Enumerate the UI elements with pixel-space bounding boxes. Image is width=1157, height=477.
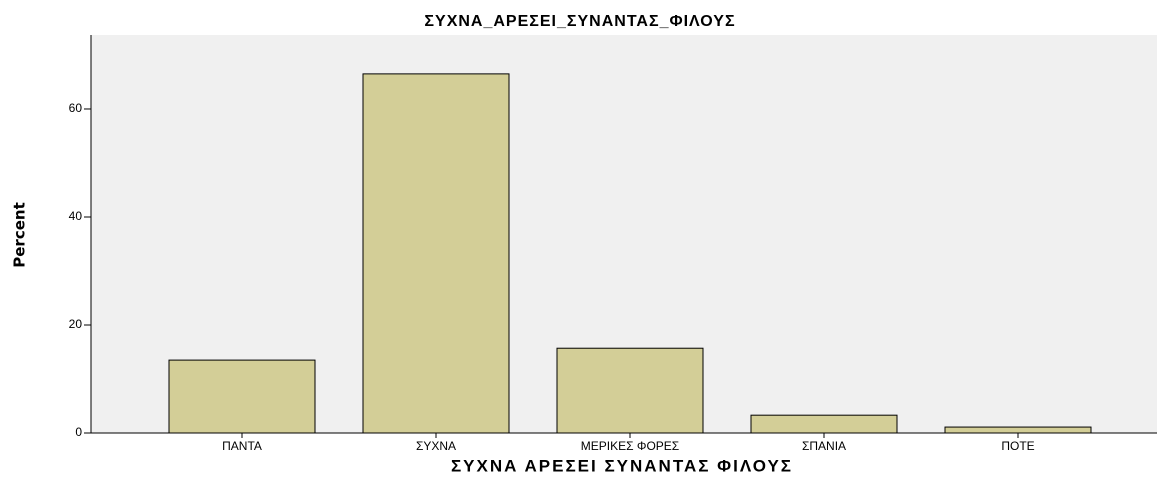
bar bbox=[556, 347, 704, 434]
x-tick-label: ΣΠΑΝΙΑ bbox=[802, 439, 846, 453]
bar bbox=[362, 73, 510, 434]
x-axis-label: ΣΥΧΝΑ ΑΡΕΣΕΙ ΣΥΝΑΝΤΑΣ ΦΙΛΟΥΣ bbox=[451, 456, 793, 475]
x-tick-label: ΠΟΤΕ bbox=[1001, 439, 1034, 453]
y-tick-label: 40 bbox=[69, 209, 83, 223]
bar bbox=[168, 359, 316, 434]
y-tick-label: 60 bbox=[69, 101, 83, 115]
y-tick-label: 0 bbox=[75, 425, 82, 439]
bar bbox=[750, 414, 898, 434]
x-tick-label: ΜΕΡΙΚΕΣ ΦΟΡΕΣ bbox=[581, 439, 679, 453]
y-axis-label: Percent bbox=[11, 202, 29, 267]
y-tick-label: 20 bbox=[69, 317, 83, 331]
x-tick-label: ΠΑΝΤΑ bbox=[222, 439, 262, 453]
chart-title: ΣΥΧΝΑ_ΑΡΕΣΕΙ_ΣΥΝΑΝΤΑΣ_ΦΙΛΟΥΣ bbox=[424, 13, 735, 30]
bar bbox=[944, 426, 1092, 434]
x-tick-label: ΣΥΧΝΑ bbox=[416, 439, 456, 453]
